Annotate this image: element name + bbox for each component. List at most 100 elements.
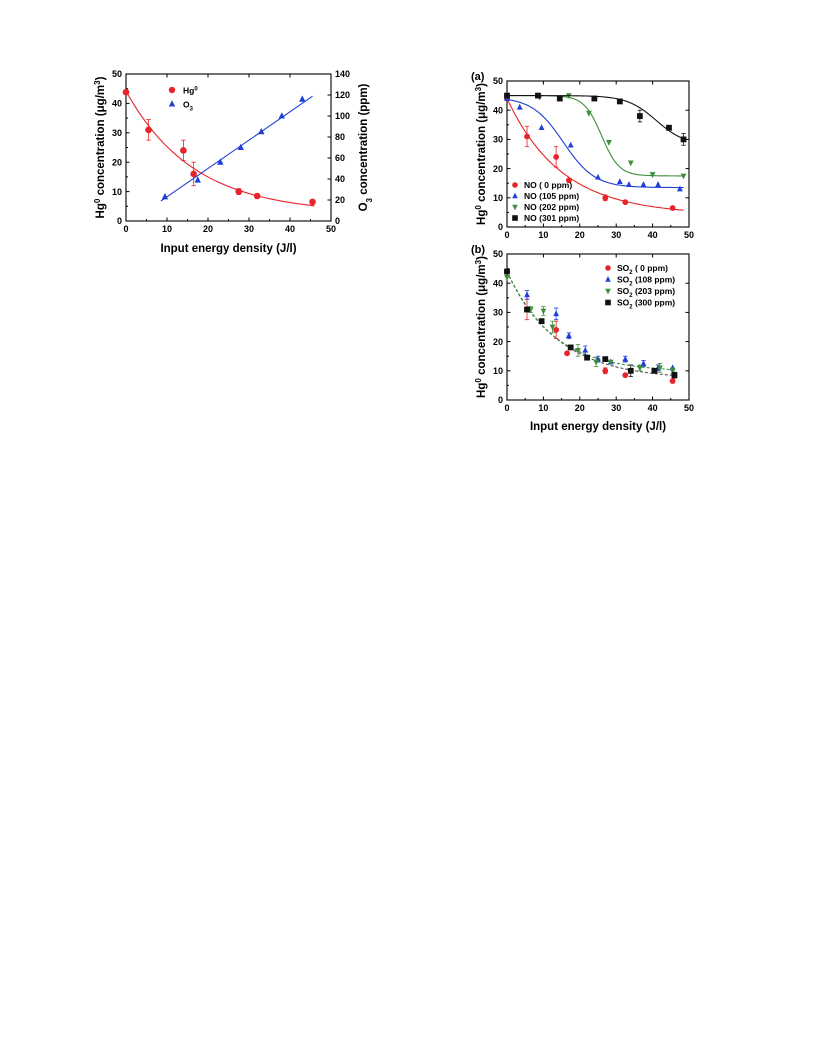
x-tick-label: 30: [611, 230, 621, 240]
series-point: [586, 110, 592, 117]
text-run: NO (301 ppm): [524, 213, 579, 223]
text-run: 0: [474, 205, 483, 210]
hg0-point: [122, 88, 130, 96]
x-tick-label: 40: [648, 230, 658, 240]
panel-label: (a): [471, 71, 485, 83]
o3-point: [237, 143, 244, 151]
hg0-point: [180, 147, 187, 154]
x-tick-label: 10: [538, 230, 548, 240]
series-point: [567, 141, 574, 148]
series-point: [655, 181, 661, 187]
o3-fit-line: [160, 95, 313, 202]
o3-point: [161, 193, 169, 200]
series-point: [602, 194, 609, 201]
series-point: [627, 367, 634, 374]
series-point: [524, 291, 530, 298]
y2-tick-label: 0: [335, 216, 340, 226]
series-point: [575, 348, 581, 354]
text-run: concentration (ppm): [358, 83, 370, 198]
y-tick-label: 20: [112, 157, 122, 167]
hg0-point: [235, 188, 243, 195]
legend-marker: [605, 288, 611, 295]
y2-tick-label: 20: [335, 195, 345, 205]
o3-point: [217, 158, 224, 165]
text-run: 3: [93, 80, 102, 85]
series-fit-curve: [506, 98, 684, 211]
y-tick-label: 50: [493, 76, 503, 86]
y-tick-label: 0: [498, 395, 503, 405]
y-tick-label: 20: [493, 337, 503, 347]
hg0-point: [309, 198, 316, 206]
text-run: NO ( 0 ppm): [524, 180, 572, 190]
y-axis-label: Hg0 concentration (μg/m3): [474, 83, 489, 225]
y-axis-label: Hg0 concentration (μg/m3): [474, 256, 489, 398]
x-tick-label: 40: [285, 224, 295, 234]
series-point: [582, 346, 589, 353]
x-tick-label: 10: [538, 403, 548, 413]
series-point: [549, 324, 556, 331]
text-run: NO (105 ppm): [524, 191, 579, 201]
text-run: ): [95, 76, 107, 80]
x-tick-label: 20: [575, 230, 585, 240]
legend-label: SO2 (300 ppm): [617, 298, 675, 311]
text-run: Hg: [95, 203, 107, 218]
series-point: [669, 205, 676, 211]
x-tick-label: 30: [244, 224, 254, 234]
y-tick-label: 10: [112, 187, 122, 197]
series-point: [553, 310, 560, 317]
series-point: [504, 268, 510, 275]
y-tick-label: 30: [493, 135, 503, 145]
text-run: 2: [629, 305, 633, 311]
chart-hg-o3: 0 10 20 30 40 5001020304050020406080100120140…: [93, 69, 374, 255]
series-point: [516, 103, 523, 110]
y-tick-label: 20: [493, 164, 503, 174]
x-tick-label: 20: [575, 403, 585, 413]
y-tick-label: 40: [493, 105, 503, 115]
series-point: [607, 359, 614, 366]
x-tick-label: 20: [203, 224, 213, 234]
text-run: SO: [617, 263, 630, 273]
legend-label: NO ( 0 ppm): [524, 180, 572, 190]
y-tick-label: 50: [493, 249, 503, 259]
series-point: [553, 154, 560, 160]
series-point: [636, 113, 643, 119]
series-point: [584, 354, 590, 361]
text-run: (300 ppm): [633, 298, 676, 308]
text-run: (108 ppm): [633, 275, 676, 285]
x-tick-label: 50: [684, 230, 694, 240]
legend-marker: [512, 182, 518, 188]
text-run: Hg: [476, 383, 488, 398]
legend: SO2 ( 0 ppm)SO2 (108 ppm)SO2 (203 ppm)SO…: [605, 263, 675, 311]
y-tick-label: 40: [493, 278, 503, 288]
y-tick-label: 10: [493, 193, 503, 203]
x-axis-label: Input energy density (J/l): [160, 243, 296, 255]
text-run: ): [476, 83, 488, 87]
series-point: [602, 367, 609, 374]
series-point: [669, 378, 676, 384]
legend-marker: [512, 204, 518, 211]
y-tick-label: 10: [493, 366, 503, 376]
text-run: (203 ppm): [633, 286, 676, 296]
series-point: [556, 95, 563, 102]
text-run: 0: [194, 87, 198, 93]
hg0-point: [190, 170, 197, 178]
panel-label: (b): [471, 244, 485, 256]
text-run: 3: [474, 259, 483, 264]
text-run: NO (202 ppm): [524, 202, 579, 212]
plot-frame: [125, 73, 332, 222]
series-point: [649, 172, 656, 178]
series-point: [640, 181, 647, 187]
x-axis-label: Input energy density (J/l): [530, 421, 666, 433]
series-point: [680, 173, 687, 180]
y-tick-label: 0: [498, 222, 503, 232]
y2-tick-label: 40: [335, 174, 345, 184]
series-point: [524, 133, 530, 140]
y-tick-label: 0: [117, 216, 122, 226]
x-tick-label: 0: [504, 403, 509, 413]
legend-label: SO2 (108 ppm): [617, 275, 675, 288]
series-point: [593, 359, 600, 366]
series-point: [606, 140, 612, 146]
legend-label: SO2 (203 ppm): [617, 286, 675, 299]
